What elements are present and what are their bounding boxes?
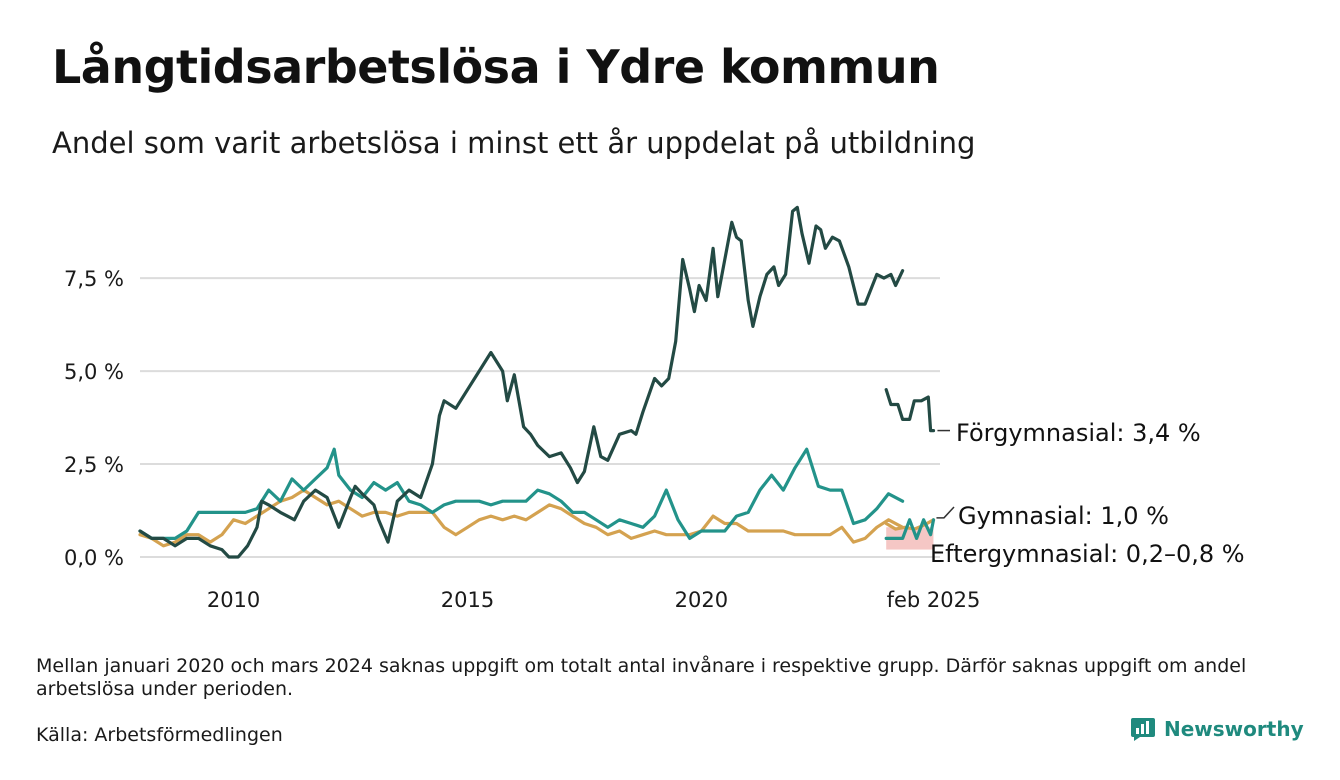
brand-name: Newsworthy: [1164, 717, 1304, 741]
leader-line: [936, 506, 955, 519]
footnote: Mellan januari 2020 och mars 2024 saknas…: [36, 655, 1247, 700]
x-tick-label: feb 2025: [887, 588, 981, 612]
y-tick-label: 7,5 %: [64, 267, 124, 291]
x-axis-ticks: 2010 2015 2020 feb 2025: [207, 588, 980, 612]
grid-lines: [140, 277, 940, 558]
x-tick-label: 2020: [675, 588, 728, 612]
y-tick-label: 0,0 %: [64, 546, 124, 570]
series-end-label-förgymnasial: Förgymnasial: 3,4 %: [956, 419, 1201, 447]
range-bands: [886, 527, 934, 550]
y-tick-label: 5,0 %: [64, 360, 124, 384]
y-tick-label: 2,5 %: [64, 453, 124, 477]
series-lines: [138, 205, 936, 559]
line-chart: 0,0 % 2,5 % 5,0 % 7,5 % 2010 2015 2020 feb 202…: [64, 205, 1245, 612]
series-end-label-gymnasial: Gymnasial: 1,0 %: [958, 502, 1169, 530]
series-line-gymnasial-1: [884, 518, 936, 540]
range-band-eftergymnasial: [886, 527, 934, 550]
x-tick-label: 2010: [207, 588, 260, 612]
x-tick-label: 2015: [441, 588, 494, 612]
series-end-label-eftergymnasial: Eftergymnasial: 0,2–0,8 %: [930, 540, 1245, 568]
newsworthy-logo-icon: [1131, 718, 1155, 741]
series-line-eftergymnasial-0: [138, 488, 905, 548]
chart-title: Långtidsarbetslösa i Ydre kommun: [52, 40, 940, 94]
y-axis-ticks: 0,0 % 2,5 % 5,0 % 7,5 %: [64, 267, 124, 570]
series-line-gymnasial-0: [138, 447, 905, 540]
source-note: Källa: Arbetsförmedlingen: [36, 724, 283, 746]
series-end-labels: Förgymnasial: 3,4 % Gymnasial: 1,0 % Efter…: [930, 419, 1245, 568]
brand: Newsworthy: [1130, 716, 1304, 742]
series-line-förgymnasial-1: [884, 388, 936, 433]
series-line-förgymnasial-0: [138, 205, 905, 559]
chart-subtitle: Andel som varit arbetslösa i minst ett å…: [52, 126, 976, 160]
